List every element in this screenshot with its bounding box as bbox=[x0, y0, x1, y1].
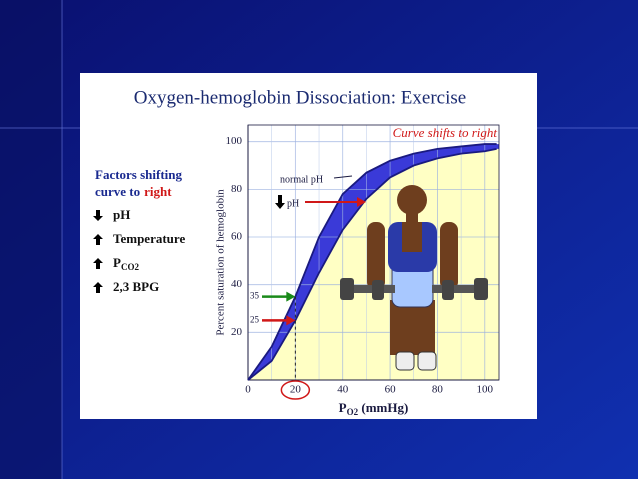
y-axis-label: Percent saturation of hemoglobin bbox=[215, 189, 227, 336]
y-tick-label: 100 bbox=[226, 135, 243, 147]
side-band bbox=[0, 0, 62, 479]
factor-heading: Factors shifting bbox=[95, 167, 183, 182]
illustration bbox=[432, 285, 482, 293]
factor-item: Temperature bbox=[113, 231, 185, 246]
x-tick-label: 40 bbox=[337, 384, 349, 396]
factor-item: 2,3 BPG bbox=[113, 279, 159, 294]
curve bbox=[247, 147, 497, 381]
label-part: P bbox=[339, 400, 347, 415]
y-tick-label: 40 bbox=[231, 278, 243, 290]
x-axis-label: PO2 (mmHg) bbox=[339, 400, 409, 417]
tick-highlight bbox=[280, 380, 311, 400]
direction-arrow bbox=[93, 258, 103, 269]
plot: 20 40 60 80 100 0 20 40 60 80 100 35 25 Curve shifts … bbox=[215, 124, 500, 417]
legend-label: normal pH bbox=[280, 174, 323, 185]
illustration bbox=[395, 351, 415, 371]
x-tick-label: 80 bbox=[432, 384, 444, 396]
x-tick-label: 60 bbox=[385, 384, 397, 396]
illustration bbox=[442, 280, 454, 300]
x-tick-label: 100 bbox=[477, 384, 494, 396]
illustration bbox=[417, 351, 437, 371]
plot-frame bbox=[247, 124, 500, 381]
illustration bbox=[440, 222, 458, 290]
label-part: O2 bbox=[347, 407, 359, 417]
illustration bbox=[474, 278, 488, 300]
y-tick-label: 60 bbox=[231, 231, 243, 243]
factor-heading: curve to right bbox=[95, 184, 172, 199]
illustration bbox=[340, 278, 354, 300]
annotation: Curve shifts to right bbox=[393, 125, 498, 140]
illustration bbox=[372, 280, 384, 300]
label-part: CO2 bbox=[121, 262, 140, 272]
chart-title: Oxygen-hemoglobin Dissociation: Exercise bbox=[134, 87, 466, 108]
arrow-head bbox=[286, 291, 296, 302]
label-part: right bbox=[144, 184, 172, 199]
marker-label: 35 bbox=[250, 291, 260, 301]
illustration bbox=[367, 222, 385, 290]
arrow-head bbox=[286, 315, 296, 326]
x-tick-label: 20 bbox=[290, 384, 302, 396]
illustration bbox=[397, 185, 427, 215]
y-tick-label: 20 bbox=[231, 326, 243, 338]
curve bbox=[247, 143, 497, 381]
label-part: 2,3 BPG bbox=[113, 279, 159, 294]
label-part: P bbox=[113, 255, 121, 270]
direction-arrow bbox=[93, 210, 103, 221]
illustration bbox=[402, 222, 422, 252]
label-part: (mmHg) bbox=[358, 400, 408, 415]
label-part: pH bbox=[113, 207, 130, 222]
arrow-head bbox=[357, 197, 366, 207]
x-tick-label: 0 bbox=[245, 384, 251, 396]
legend-label: pH bbox=[287, 198, 299, 209]
illustration bbox=[345, 285, 395, 293]
down-arrow bbox=[275, 195, 285, 209]
illustration bbox=[406, 212, 418, 224]
direction-arrow bbox=[93, 234, 103, 245]
marker-label: 25 bbox=[250, 314, 260, 324]
label-part: Temperature bbox=[113, 231, 185, 246]
illustration bbox=[390, 300, 435, 355]
y-tick-label: 80 bbox=[231, 183, 243, 195]
leader-line bbox=[333, 175, 353, 179]
factor-item: pH bbox=[113, 207, 130, 222]
direction-arrow bbox=[93, 282, 103, 293]
factor-item: PCO2 bbox=[113, 255, 139, 272]
label-part: curve to bbox=[95, 184, 140, 199]
